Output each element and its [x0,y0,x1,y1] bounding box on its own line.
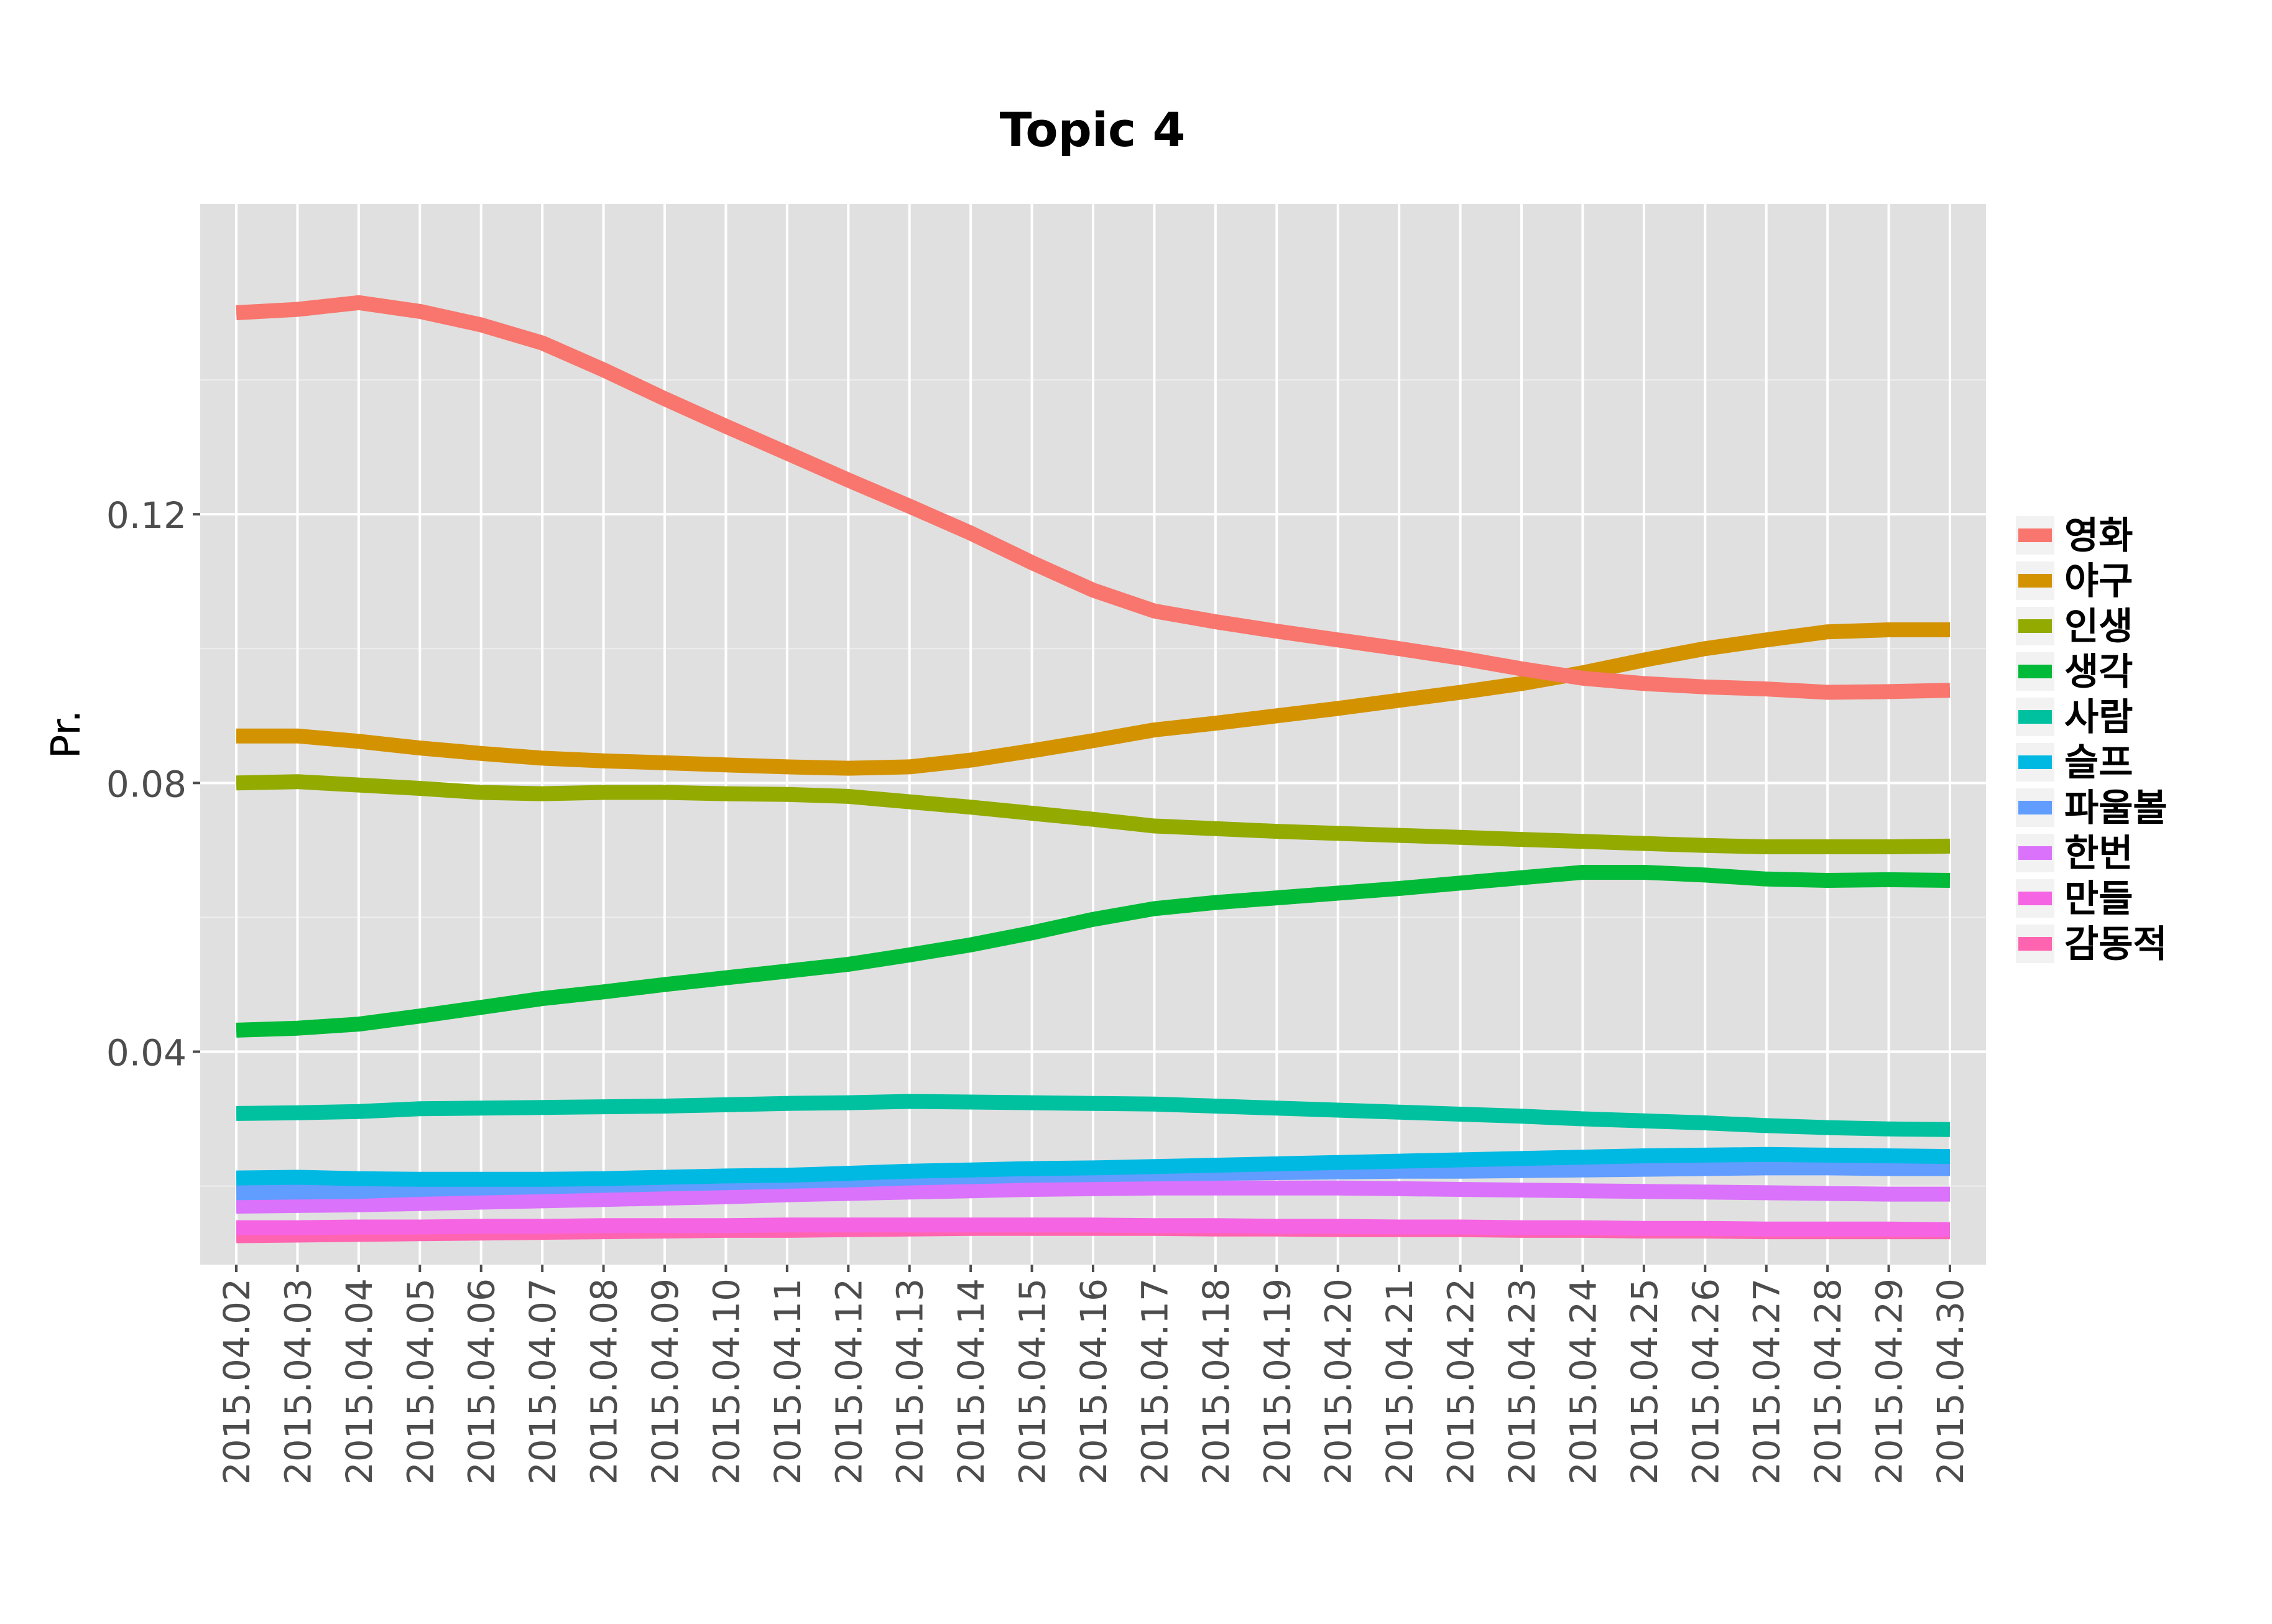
x-tick-label: 2015.04.08 [583,1278,626,1485]
y-tick-label: 0.08 [106,763,187,805]
x-tick-label: 2015.04.18 [1195,1278,1237,1485]
legend-label: 만들 [2064,877,2133,921]
x-tick-label: 2015.04.24 [1562,1278,1604,1485]
legend-label: 감동적 [2064,923,2168,966]
x-tick-label: 2015.04.30 [1929,1278,1972,1485]
y-axis-label: Pr. [44,710,90,759]
series-line-만들 [236,1217,1951,1237]
x-tick-label: 2015.04.11 [767,1278,809,1485]
x-tick-label: 2015.04.17 [1134,1278,1176,1485]
series-line-인생 [236,774,1951,854]
x-tick-label: 2015.04.07 [522,1278,564,1485]
series-line-영화 [236,295,1951,700]
x-tick-label: 2015.04.19 [1256,1278,1298,1485]
legend-label: 한번 [2064,832,2133,875]
x-tick-label: 2015.04.12 [828,1278,870,1485]
legend-label: 인생 [2064,605,2133,648]
x-tick-label: 2015.04.26 [1684,1278,1727,1485]
x-tick-label: 2015.04.29 [1868,1278,1911,1485]
x-tick-label: 2015.04.04 [338,1278,381,1485]
x-tick-label: 2015.04.23 [1501,1278,1543,1485]
legend-label: 생각 [2064,650,2133,694]
series-line-사람 [236,1094,1951,1137]
x-tick-label: 2015.04.16 [1073,1278,1115,1485]
x-tick-label: 2015.04.28 [1807,1278,1849,1485]
legend-label: 사람 [2064,696,2133,739]
y-tick-label: 0.04 [106,1032,187,1074]
x-tick-label: 2015.04.21 [1378,1278,1421,1485]
x-tick-label: 2015.04.15 [1012,1278,1054,1485]
x-tick-label: 2015.04.25 [1623,1278,1666,1485]
x-tick-label: 2015.04.27 [1746,1278,1788,1485]
x-tick-label: 2015.04.09 [644,1278,686,1485]
x-tick-label: 2015.04.05 [399,1278,441,1485]
series-line-야구 [236,622,1950,776]
y-axis: 0.04 0.08 0.12 [106,494,200,1074]
x-tick-label: 2015.04.13 [889,1278,931,1485]
x-tick-label: 2015.04.02 [216,1278,258,1485]
y-tick-label: 0.12 [106,494,187,537]
x-tick-label: 2015.04.20 [1318,1278,1360,1485]
legend-label: 슬프 [2064,741,2133,785]
x-axis: 2015.04.02 2015.04.03 2015.04.04 2015.04.05… [216,1265,1972,1485]
x-tick-label: 2015.04.10 [705,1278,747,1485]
legend-label: 영화 [2064,514,2133,558]
x-tick-label: 2015.04.06 [461,1278,503,1485]
x-tick-label: 2015.04.03 [277,1278,319,1485]
x-tick-label: 2015.04.22 [1440,1278,1482,1485]
x-tick-label: 2015.04.14 [950,1278,992,1485]
series-line-한번 [236,1180,1950,1214]
legend-label: 파울볼 [2064,787,2168,830]
series-line-슬프 [236,1146,1951,1187]
legend-label: 야구 [2064,560,2133,603]
chart-title: Topic 4 [1000,102,1186,157]
series-line-생각 [236,865,1951,1038]
series-lines [236,295,1951,1243]
